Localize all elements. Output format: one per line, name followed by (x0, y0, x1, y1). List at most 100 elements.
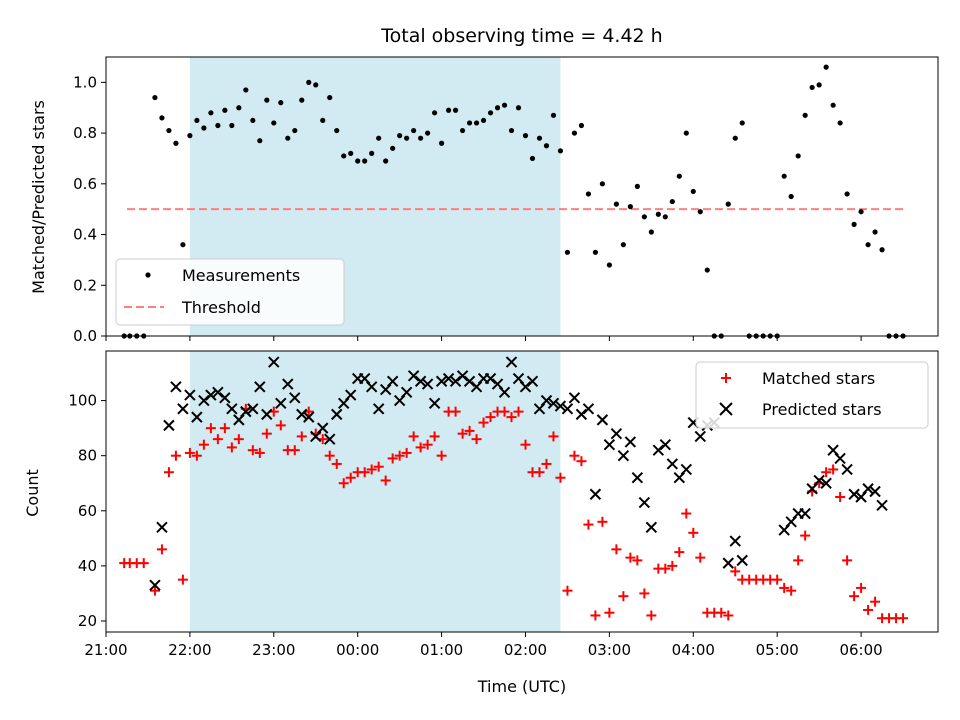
matched-point (618, 591, 629, 602)
matched-point (394, 450, 405, 461)
predicted-point (729, 535, 741, 547)
bottom-shaded-region (189, 351, 561, 632)
top-point (383, 158, 389, 164)
predicted-point (554, 400, 567, 412)
predicted-point-b (163, 419, 175, 432)
top-point (452, 107, 459, 113)
predicted-point-b (414, 375, 427, 388)
predicted-point (680, 463, 693, 476)
predicted-point-b (498, 386, 511, 399)
matched-point (870, 596, 881, 607)
top-point (809, 84, 815, 91)
predicted-point-b (442, 372, 455, 385)
predicted-point-b (296, 408, 308, 421)
predicted-point (219, 392, 231, 404)
predicted-point-b (827, 444, 839, 456)
top-point (341, 153, 347, 159)
predicted-point-b (575, 408, 588, 421)
predicted-point (820, 477, 832, 489)
matched-point (730, 566, 741, 577)
predicted-point (170, 381, 182, 393)
matched-point (205, 423, 216, 434)
top-point (320, 117, 326, 124)
predicted-point (261, 408, 273, 421)
predicted-point (254, 381, 266, 393)
matched-point (576, 456, 587, 467)
matched-point (723, 610, 734, 621)
top-point (550, 112, 557, 118)
predicted-point-b (813, 474, 825, 487)
top-point (208, 110, 214, 116)
matched-point (772, 574, 783, 585)
predicted-point (414, 375, 427, 388)
predicted-point-b (736, 554, 748, 567)
matched-point (289, 445, 300, 456)
predicted-point (456, 370, 469, 382)
predicted-point-b (799, 507, 811, 520)
top-point (536, 135, 543, 141)
top-point (641, 214, 647, 220)
predicted-point-b (589, 488, 602, 500)
top-point (627, 204, 633, 210)
matched-point (338, 478, 349, 489)
predicted-point (631, 472, 644, 484)
predicted-point-b (324, 433, 336, 445)
predicted-point-b (631, 472, 644, 484)
top-legend: Measurements Threshold (115, 258, 345, 326)
predicted-point (198, 394, 210, 407)
predicted-point-b (344, 389, 357, 401)
top-point (159, 115, 165, 121)
predicted-point-b (820, 477, 832, 489)
top-point (201, 125, 207, 131)
predicted-point-b (722, 557, 734, 569)
top-point (348, 150, 354, 156)
predicted-point-b (862, 483, 874, 495)
predicted-point-b (268, 356, 280, 368)
matched-point (835, 492, 846, 503)
xtick-label: 03:00 (588, 641, 631, 659)
top-point (257, 138, 263, 144)
xtick-label: 22:00 (168, 641, 211, 659)
bottom-ytick-label: 80 (78, 447, 97, 465)
matched-point (457, 428, 468, 439)
predicted-point (862, 483, 874, 495)
predicted-point-b (617, 449, 630, 462)
matched-point (625, 552, 636, 563)
matched-point (541, 458, 552, 469)
predicted-point (365, 381, 378, 393)
predicted-point-b (331, 408, 343, 421)
top-point (292, 127, 298, 134)
predicted-point-b (666, 458, 679, 470)
bottom-ytick-label: 20 (78, 612, 97, 630)
matched-point (632, 555, 643, 566)
top-point (522, 133, 529, 139)
predicted-point-b (484, 372, 497, 385)
predicted-point (869, 485, 881, 498)
predicted-point (617, 449, 630, 462)
predicted-point (694, 430, 706, 443)
top-point (222, 107, 228, 113)
predicted-point (603, 438, 616, 451)
predicted-point (435, 375, 448, 388)
top-point (690, 188, 696, 195)
top-point (285, 135, 291, 141)
predicted-point-b (505, 356, 518, 368)
predicted-point (561, 403, 574, 415)
predicted-point-b (184, 389, 196, 401)
predicted-point (498, 386, 511, 399)
matched-point (170, 450, 181, 461)
matched-point (380, 475, 391, 486)
top-point (508, 127, 515, 134)
matched-point (569, 450, 580, 461)
matched-point (646, 610, 657, 621)
top-ytick-label: 0.8 (73, 124, 97, 142)
top-point (494, 105, 501, 111)
matched-point (331, 458, 342, 469)
matched-point (345, 472, 356, 483)
predicted-point-b (568, 392, 581, 404)
matched-point (863, 604, 874, 615)
predicted-point (813, 474, 825, 487)
top-point (334, 127, 340, 134)
top-point (613, 201, 619, 207)
predicted-point-b (596, 414, 609, 426)
